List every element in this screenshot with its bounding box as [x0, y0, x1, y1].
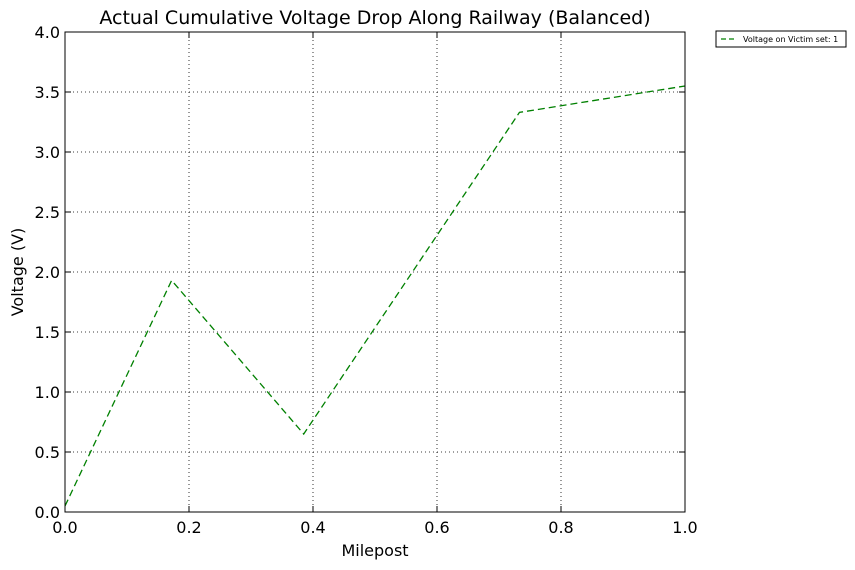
x-tick-labels: 0.0 0.2 0.4 0.6 0.8 1.0: [52, 518, 697, 537]
legend: Voltage on Victim set: 1: [715, 30, 847, 48]
series-line-0: [64, 85, 686, 507]
legend-box: [715, 30, 847, 48]
y-tick-label: 3.0: [35, 143, 60, 162]
y-tick-label: 0.0: [35, 503, 60, 522]
x-tick-label: 0.2: [176, 518, 201, 537]
chart-title: Actual Cumulative Voltage Drop Along Rai…: [99, 7, 650, 29]
x-tick-label: 0.0: [52, 518, 77, 537]
axis-ticks: [64, 31, 686, 513]
x-axis-label: Milepost: [341, 541, 408, 560]
x-tick-label: 1.0: [672, 518, 697, 537]
x-tick-label: 0.4: [300, 518, 325, 537]
x-tick-label: 0.6: [424, 518, 449, 537]
y-tick-label: 2.0: [35, 263, 60, 282]
series-layer: [64, 85, 686, 507]
y-tick-label: 1.5: [35, 323, 60, 342]
y-tick-label: 4.0: [35, 23, 60, 42]
y-tick-label: 1.0: [35, 383, 60, 402]
legend-label: Voltage on Victim set: 1: [743, 35, 838, 44]
y-tick-label: 0.5: [35, 443, 60, 462]
y-axis-label: Voltage (V): [8, 228, 27, 317]
x-tick-label: 0.8: [548, 518, 573, 537]
y-tick-label: 3.5: [35, 83, 60, 102]
y-tick-label: 2.5: [35, 203, 60, 222]
y-tick-labels: 0.0 0.5 1.0 1.5 2.0 2.5 3.0 3.5 4.0: [35, 23, 60, 522]
